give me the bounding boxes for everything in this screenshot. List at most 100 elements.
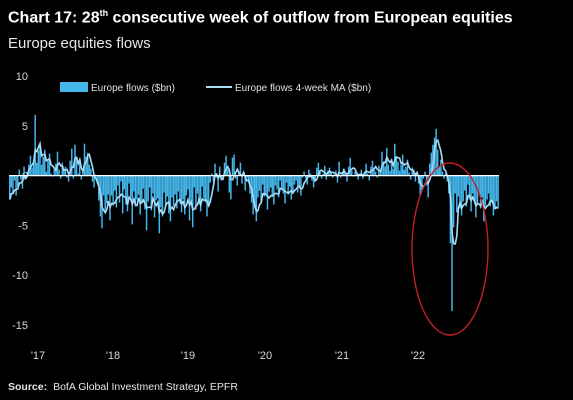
flow-bar	[419, 175, 421, 196]
chart-subtitle: Europe equities flows	[8, 35, 151, 52]
flow-bar	[304, 175, 307, 179]
chart-title-suffix: consecutive week of outflow from Europea…	[108, 9, 513, 27]
flow-bar	[339, 175, 342, 178]
flow-bar	[36, 162, 38, 176]
flow-bar	[83, 143, 86, 176]
flow-bar	[13, 175, 16, 181]
flow-bar	[233, 154, 235, 176]
flow-bar	[42, 156, 44, 176]
flow-bar	[354, 171, 356, 176]
flow-bar	[131, 175, 133, 225]
flow-bar	[366, 173, 369, 176]
flow-bar	[301, 175, 304, 178]
flow-bar	[77, 173, 79, 176]
flow-bar	[37, 150, 40, 176]
flow-bar	[32, 160, 35, 176]
flow-bar	[403, 169, 406, 176]
flow-bar	[435, 128, 437, 176]
flow-bar	[50, 173, 52, 176]
flow-bar	[117, 175, 119, 186]
flow-bar	[142, 175, 145, 189]
flow-bar	[107, 175, 110, 195]
flow-bar	[338, 161, 340, 176]
flow-bar	[129, 175, 132, 198]
flow-bar	[196, 175, 199, 194]
source-note: Source: BofA Global Investment Strategy, …	[8, 381, 238, 393]
flow-bar	[421, 175, 423, 191]
flow-bar	[254, 175, 256, 209]
flow-bar	[137, 175, 140, 195]
flow-bar	[429, 163, 431, 176]
flow-bar	[115, 175, 118, 208]
flow-bar	[104, 175, 106, 211]
flow-bar	[75, 157, 78, 176]
flow-bar	[454, 175, 456, 194]
x-tick-label: '22	[411, 350, 425, 362]
highlight-ellipse	[411, 162, 489, 336]
flow-bar	[185, 175, 188, 196]
flow-bar	[427, 175, 429, 198]
flow-bar	[66, 175, 68, 178]
flow-bar	[479, 175, 482, 209]
flow-bar	[414, 175, 417, 182]
flow-bar	[336, 175, 339, 183]
flow-bar	[48, 153, 51, 176]
flow-bar	[491, 175, 493, 203]
flow-bar	[102, 175, 105, 196]
flow-bar	[351, 170, 353, 176]
flow-bar	[386, 147, 388, 176]
flow-bar	[457, 175, 460, 197]
legend-line-label: Europe flows 4-week MA ($bn)	[235, 83, 371, 94]
flow-bar	[292, 175, 294, 192]
flow-bar	[464, 175, 466, 191]
y-tick-label: 5	[22, 121, 28, 133]
flow-bar	[470, 175, 472, 212]
flow-bar	[344, 173, 347, 176]
flow-bar	[123, 175, 126, 190]
flow-bar	[118, 175, 121, 203]
flow-bar	[139, 175, 141, 215]
flow-bar	[150, 175, 153, 211]
flow-bar	[158, 175, 161, 234]
flow-bar	[15, 175, 17, 196]
source-text: BofA Global Investment Strategy, EPFR	[53, 381, 238, 393]
flow-bar	[308, 169, 310, 176]
flow-bar	[295, 175, 297, 181]
flow-bar	[390, 158, 393, 176]
flow-bar	[184, 175, 186, 215]
flow-bar	[290, 175, 293, 200]
flow-bar	[331, 175, 334, 178]
flow-bar	[271, 175, 273, 196]
flow-bar	[40, 164, 43, 176]
flow-bar	[12, 175, 14, 194]
flow-bar	[56, 151, 59, 176]
x-axis-ticks: '17 '18 '19 '20 '21 '22	[31, 350, 425, 362]
y-tick-label: -15	[12, 320, 28, 332]
flow-bar	[174, 175, 176, 195]
flow-bar	[276, 175, 278, 190]
flow-bar	[31, 167, 33, 176]
flow-bar	[362, 175, 364, 179]
flow-bar	[360, 169, 363, 176]
flow-bar	[312, 175, 315, 188]
flow-bar	[392, 168, 394, 176]
flow-bar	[171, 175, 173, 198]
flow-bar	[96, 175, 98, 184]
x-tick-label: '20	[258, 350, 272, 362]
flow-bar	[120, 175, 122, 182]
flow-bar	[265, 175, 267, 195]
flow-bar	[284, 175, 286, 204]
flow-bar	[473, 175, 476, 201]
flow-bar	[223, 162, 226, 176]
flow-bar	[424, 171, 426, 176]
flow-bar	[144, 175, 146, 210]
flow-bar	[411, 167, 413, 176]
flow-bar	[236, 175, 238, 186]
flow-bar	[209, 175, 211, 183]
flow-bar	[169, 175, 172, 222]
flow-bar	[53, 167, 56, 176]
flow-bar	[330, 172, 332, 176]
chart-title-prefix: Chart 17: 28	[8, 9, 100, 27]
flow-bar	[156, 175, 159, 199]
